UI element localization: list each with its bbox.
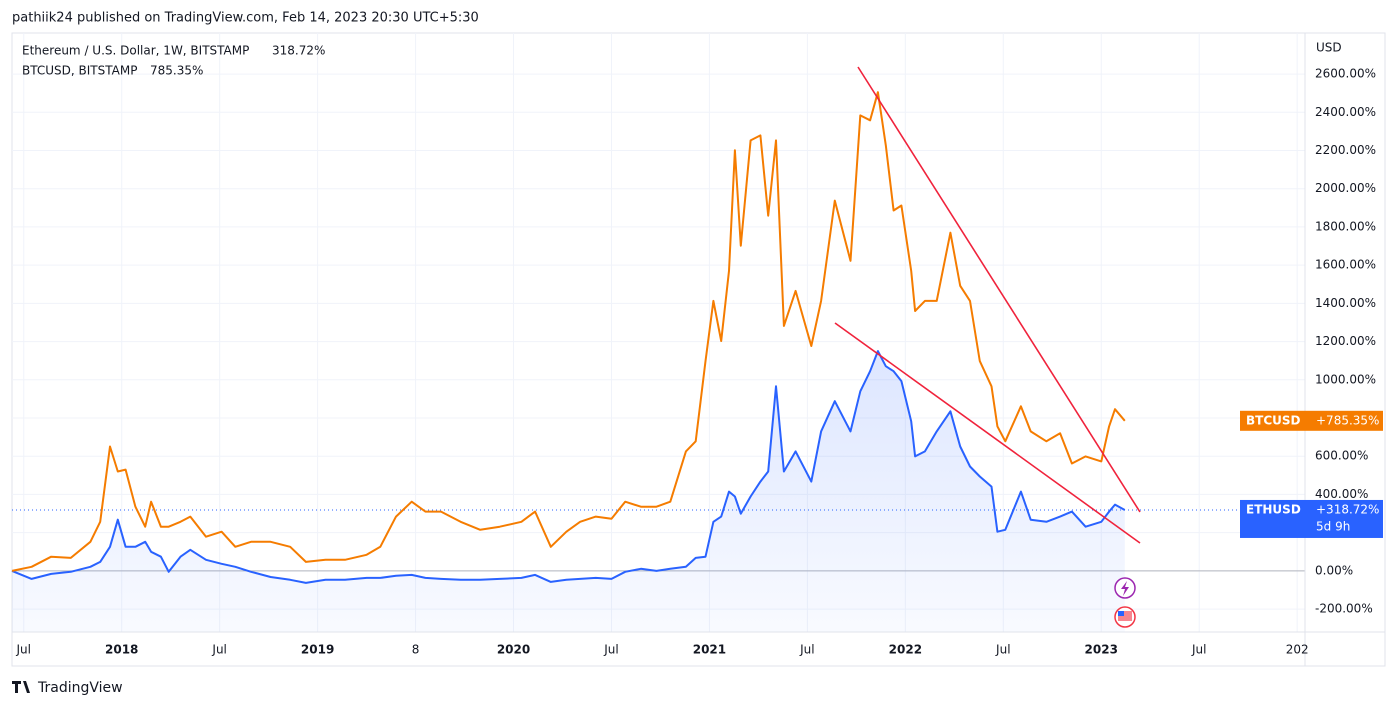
publisher: pathiik24 published on TradingView.com, … <box>12 11 479 26</box>
x-tick-label: 2022 <box>889 643 922 657</box>
y-tick-label: 1400.00% <box>1315 296 1376 310</box>
legend-entry: Ethereum / U.S. Dollar, 1W, BITSTAMP <box>22 44 249 58</box>
y-tick-label: 2600.00% <box>1315 67 1376 81</box>
y-tick-label: 1600.00% <box>1315 258 1376 272</box>
chart-frame <box>11 32 1386 667</box>
x-tick-label: 2023 <box>1085 643 1118 657</box>
y-tick-label: 2000.00% <box>1315 181 1376 195</box>
legend-value: 785.35% <box>150 64 203 78</box>
y-tick-label: 1800.00% <box>1315 219 1376 233</box>
trend-line <box>857 66 1141 513</box>
brand: TradingView <box>12 680 123 696</box>
line <box>11 350 1126 584</box>
price-tag-name: BTCUSD <box>1246 413 1301 427</box>
y-tick-label: 1200.00% <box>1315 334 1376 348</box>
price-tag-value: +785.35% <box>1316 413 1379 427</box>
x-tick-label: 2018 <box>105 643 138 657</box>
y-tick-label: -200.00% <box>1315 602 1373 616</box>
price-tag <box>1240 410 1383 431</box>
x-tick-label: Jul <box>211 643 226 657</box>
event-icon <box>1114 577 1136 628</box>
y-tick-label: 2400.00% <box>1315 105 1376 119</box>
y-tick-label: 2200.00% <box>1315 143 1376 157</box>
line <box>11 91 1126 572</box>
x-tick-label: Jul <box>995 643 1010 657</box>
area <box>12 351 1125 632</box>
x-tick-label: 2020 <box>497 643 530 657</box>
countdown: 5d 9h <box>1316 519 1350 533</box>
legend-value: 318.72% <box>272 44 325 58</box>
y-tick-label: 600.00% <box>1315 449 1368 463</box>
price-tag-value: +318.72% <box>1316 502 1379 516</box>
trend-line <box>834 322 1141 544</box>
axes: -200.00%0.00%200.00%400.00%600.00%800.00… <box>16 67 1383 657</box>
x-tick-label: Jul <box>1191 643 1206 657</box>
x-tick-label: Jul <box>799 643 814 657</box>
price-tag <box>1240 499 1383 538</box>
x-tick-label: 2021 <box>693 643 726 657</box>
axis-unit: USD <box>1316 41 1342 55</box>
x-tick-label: Jul <box>16 643 31 657</box>
x-tick-label: Jul <box>603 643 618 657</box>
brand-name: TradingView <box>37 680 123 696</box>
plot <box>11 91 1305 632</box>
legend: Ethereum / U.S. Dollar, 1W, BITSTAMP 318… <box>22 44 325 78</box>
x-tick-label: 2019 <box>301 643 334 657</box>
price-tag-name: ETHUSD <box>1246 502 1301 516</box>
x-tick-label: 8 <box>412 643 420 657</box>
y-tick-label: 400.00% <box>1315 487 1368 501</box>
x-tick-label: 202 <box>1286 643 1309 657</box>
y-tick-label: 1000.00% <box>1315 372 1376 386</box>
y-tick-label: 0.00% <box>1315 563 1353 577</box>
legend-entry: BTCUSD, BITSTAMP <box>22 64 137 78</box>
